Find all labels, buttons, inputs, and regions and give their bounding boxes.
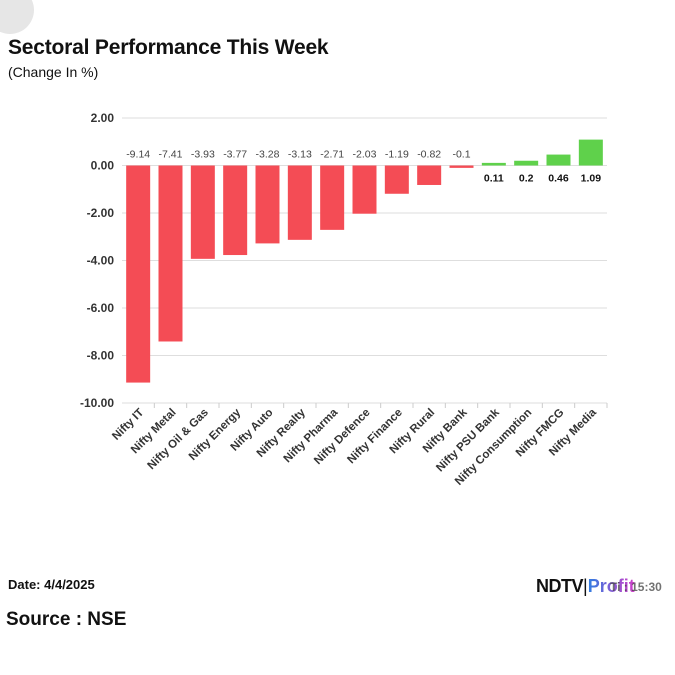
data-label: -3.13 — [288, 149, 312, 161]
logo-sub: Profit — [587, 576, 635, 596]
bar — [449, 165, 474, 168]
logo-overlay-text: Ti : 15:30 — [610, 580, 662, 594]
bar — [190, 165, 215, 259]
data-label: -3.77 — [223, 149, 247, 161]
data-label: -3.93 — [191, 149, 215, 161]
chart-title: Sectoral Performance This Week — [8, 36, 329, 59]
bar — [126, 165, 151, 383]
data-label: 0.46 — [548, 173, 569, 185]
logo-brand: NDTV — [536, 576, 584, 596]
bar — [320, 165, 345, 230]
data-label: -7.41 — [159, 149, 183, 161]
bar — [223, 165, 248, 256]
data-label: -0.1 — [452, 149, 470, 161]
data-label: 1.09 — [581, 173, 602, 185]
bar — [514, 160, 539, 166]
data-label: -3.28 — [256, 149, 280, 161]
y-tick-label: -10.00 — [80, 396, 114, 410]
bar — [546, 154, 571, 166]
bars — [126, 139, 603, 383]
bar — [481, 162, 506, 166]
y-axis-ticks: 2.00 0.00 -2.00 -4.00 -6.00 -8.00 -10.00 — [80, 111, 114, 410]
bar — [158, 165, 183, 342]
data-label: -9.14 — [126, 149, 150, 161]
y-tick-label: -8.00 — [87, 349, 115, 363]
x-tick-label: Nifty Defence — [312, 407, 372, 467]
bar — [352, 165, 377, 214]
bar — [287, 165, 312, 240]
bar — [417, 165, 442, 185]
data-label: -2.71 — [320, 149, 344, 161]
y-tick-label: 0.00 — [91, 159, 115, 173]
chart-subtitle: (Change In %) — [8, 64, 99, 80]
data-labels: -9.14 -7.41 -3.93 -3.77 -3.28 -3.13 -2.71 -2.03… — [126, 149, 601, 185]
chart-date: Date: 4/4/2025 — [8, 577, 95, 592]
data-label: -1.19 — [385, 149, 409, 161]
y-tick-label: -4.00 — [87, 254, 115, 268]
y-tick-label: 2.00 — [91, 111, 115, 125]
chart-source: Source : NSE — [6, 609, 127, 630]
bar-chart: 2.00 0.00 -2.00 -4.00 -6.00 -8.00 -10.00 -9.14… — [80, 111, 608, 488]
bar — [255, 165, 280, 244]
data-label: 0.2 — [519, 173, 534, 185]
bar — [384, 165, 409, 194]
y-tick-label: -2.00 — [87, 206, 115, 220]
data-label: -2.03 — [353, 149, 377, 161]
ndtv-profit-logo: NDTV|Profit Ti : 15:30 — [536, 576, 662, 596]
y-tick-label: -6.00 — [87, 301, 115, 315]
bar — [578, 139, 603, 166]
data-label: 0.11 — [484, 173, 504, 185]
data-label: -0.82 — [417, 149, 441, 161]
